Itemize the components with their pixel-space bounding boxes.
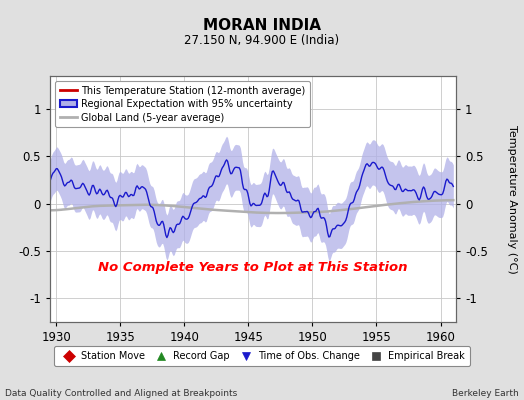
- Text: No Complete Years to Plot at This Station: No Complete Years to Plot at This Statio…: [98, 261, 408, 274]
- Legend: Station Move, Record Gap, Time of Obs. Change, Empirical Break: Station Move, Record Gap, Time of Obs. C…: [54, 346, 470, 366]
- Text: Data Quality Controlled and Aligned at Breakpoints: Data Quality Controlled and Aligned at B…: [5, 389, 237, 398]
- Legend: This Temperature Station (12-month average), Regional Expectation with 95% uncer: This Temperature Station (12-month avera…: [54, 81, 310, 127]
- Text: 27.150 N, 94.900 E (India): 27.150 N, 94.900 E (India): [184, 34, 340, 47]
- Y-axis label: Temperature Anomaly (°C): Temperature Anomaly (°C): [507, 125, 517, 273]
- Text: Berkeley Earth: Berkeley Earth: [452, 389, 519, 398]
- Text: MORAN INDIA: MORAN INDIA: [203, 18, 321, 33]
